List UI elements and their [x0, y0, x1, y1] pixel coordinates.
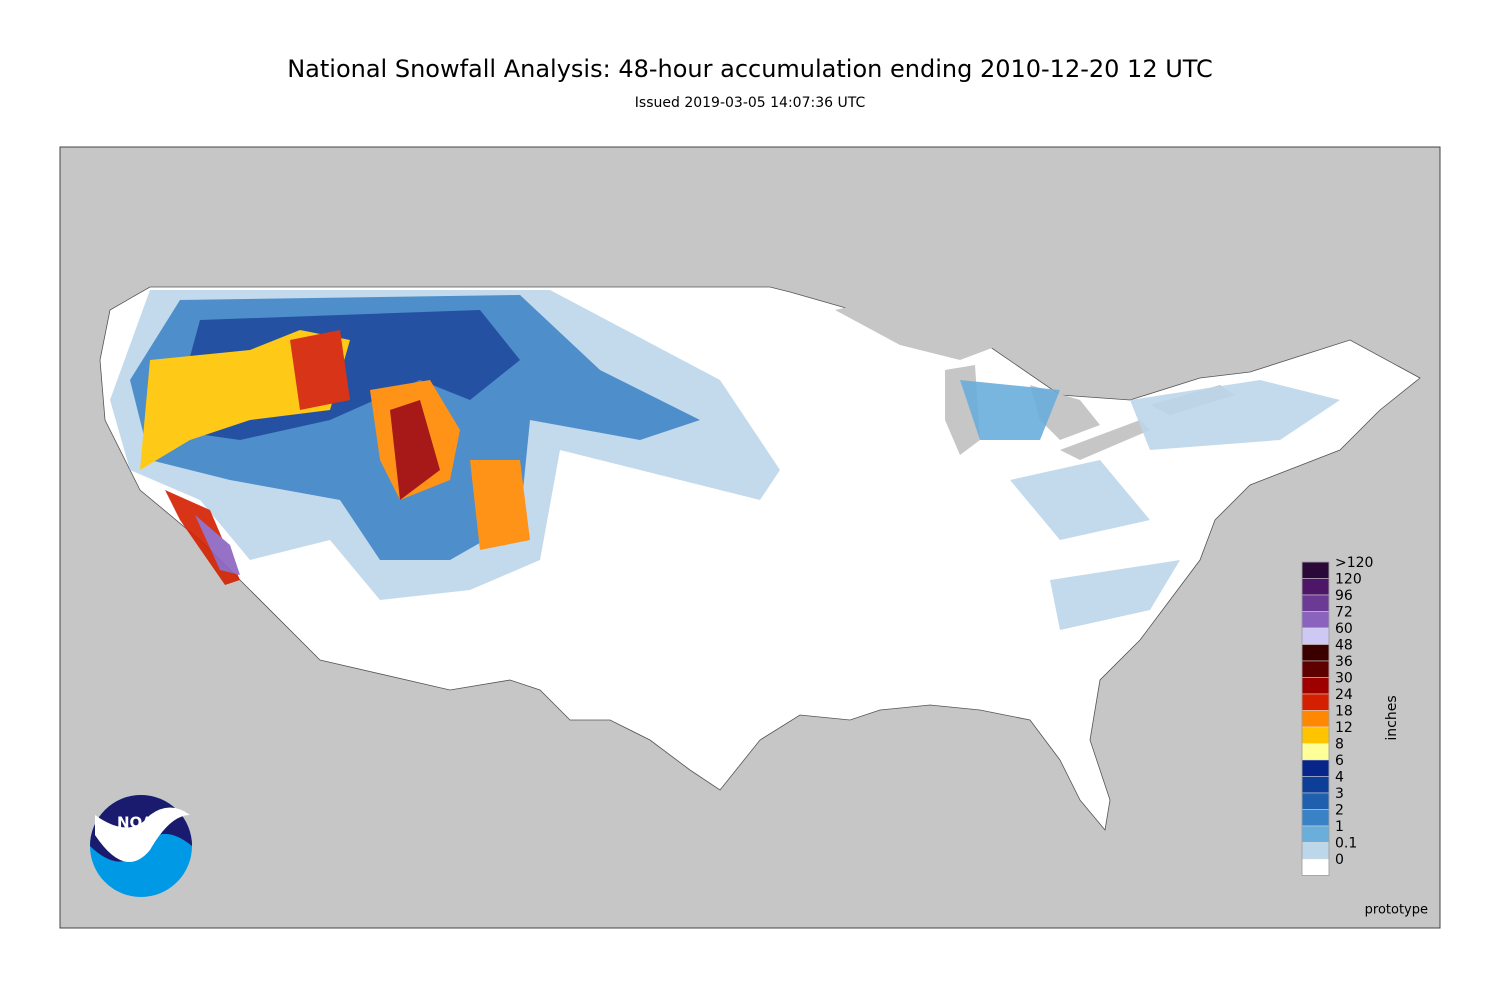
legend-swatch [1301, 842, 1330, 860]
lake-erie [1060, 420, 1150, 460]
legend-label: 48 [1335, 638, 1353, 654]
legend-swatch [1301, 594, 1330, 612]
legend-label: 1 [1335, 819, 1344, 835]
legend-swatch [1301, 858, 1330, 876]
legend-label: 2 [1335, 803, 1344, 819]
legend-swatch [1301, 710, 1330, 728]
legend-label: 30 [1335, 671, 1353, 687]
noaa-logo: NOAA [90, 795, 192, 897]
legend: inches >1201209672604836302418128643210.… [1301, 555, 1400, 876]
title: National Snowfall Analysis: 48-hour accu… [287, 55, 1213, 83]
legend-swatch [1301, 677, 1330, 695]
legend-frame [1301, 561, 1330, 876]
legend-label: 72 [1335, 605, 1353, 621]
legend-label: 18 [1335, 704, 1353, 720]
legend-swatch [1301, 792, 1330, 810]
snow-areas [110, 290, 1340, 630]
legend-swatch [1301, 561, 1330, 579]
legend-swatch [1301, 644, 1330, 662]
legend-label: 8 [1335, 737, 1344, 753]
map [59, 146, 1441, 929]
legend-swatch [1301, 809, 1330, 827]
legend-swatch [1301, 693, 1330, 711]
legend-unit: inches [1384, 695, 1400, 740]
legend-swatch [1301, 776, 1330, 794]
subtitle: Issued 2019-03-05 14:07:36 UTC [635, 95, 866, 111]
legend-label: 12 [1335, 720, 1353, 736]
legend-label: 36 [1335, 654, 1353, 670]
legend-swatch [1301, 627, 1330, 645]
legend-label: 120 [1335, 572, 1362, 588]
legend-swatch [1301, 759, 1330, 777]
legend-label: 0.1 [1335, 836, 1357, 852]
legend-label: 3 [1335, 786, 1344, 802]
legend-swatch [1301, 726, 1330, 744]
legend-label: 60 [1335, 621, 1353, 637]
legend-label: 96 [1335, 588, 1353, 604]
legend-label: 6 [1335, 753, 1344, 769]
legend-swatch [1301, 660, 1330, 678]
legend-swatch [1301, 578, 1330, 596]
legend-swatch [1301, 611, 1330, 629]
legend-label: 4 [1335, 770, 1344, 786]
lake-superior [835, 300, 1000, 360]
logo-text: NOAA [117, 814, 166, 832]
legend-swatch [1301, 825, 1330, 843]
note: prototype [1365, 903, 1428, 918]
legend-label: 0 [1335, 852, 1344, 868]
legend-swatch [1301, 743, 1330, 761]
legend-label: 24 [1335, 687, 1353, 703]
legend-label: >120 [1335, 555, 1373, 571]
